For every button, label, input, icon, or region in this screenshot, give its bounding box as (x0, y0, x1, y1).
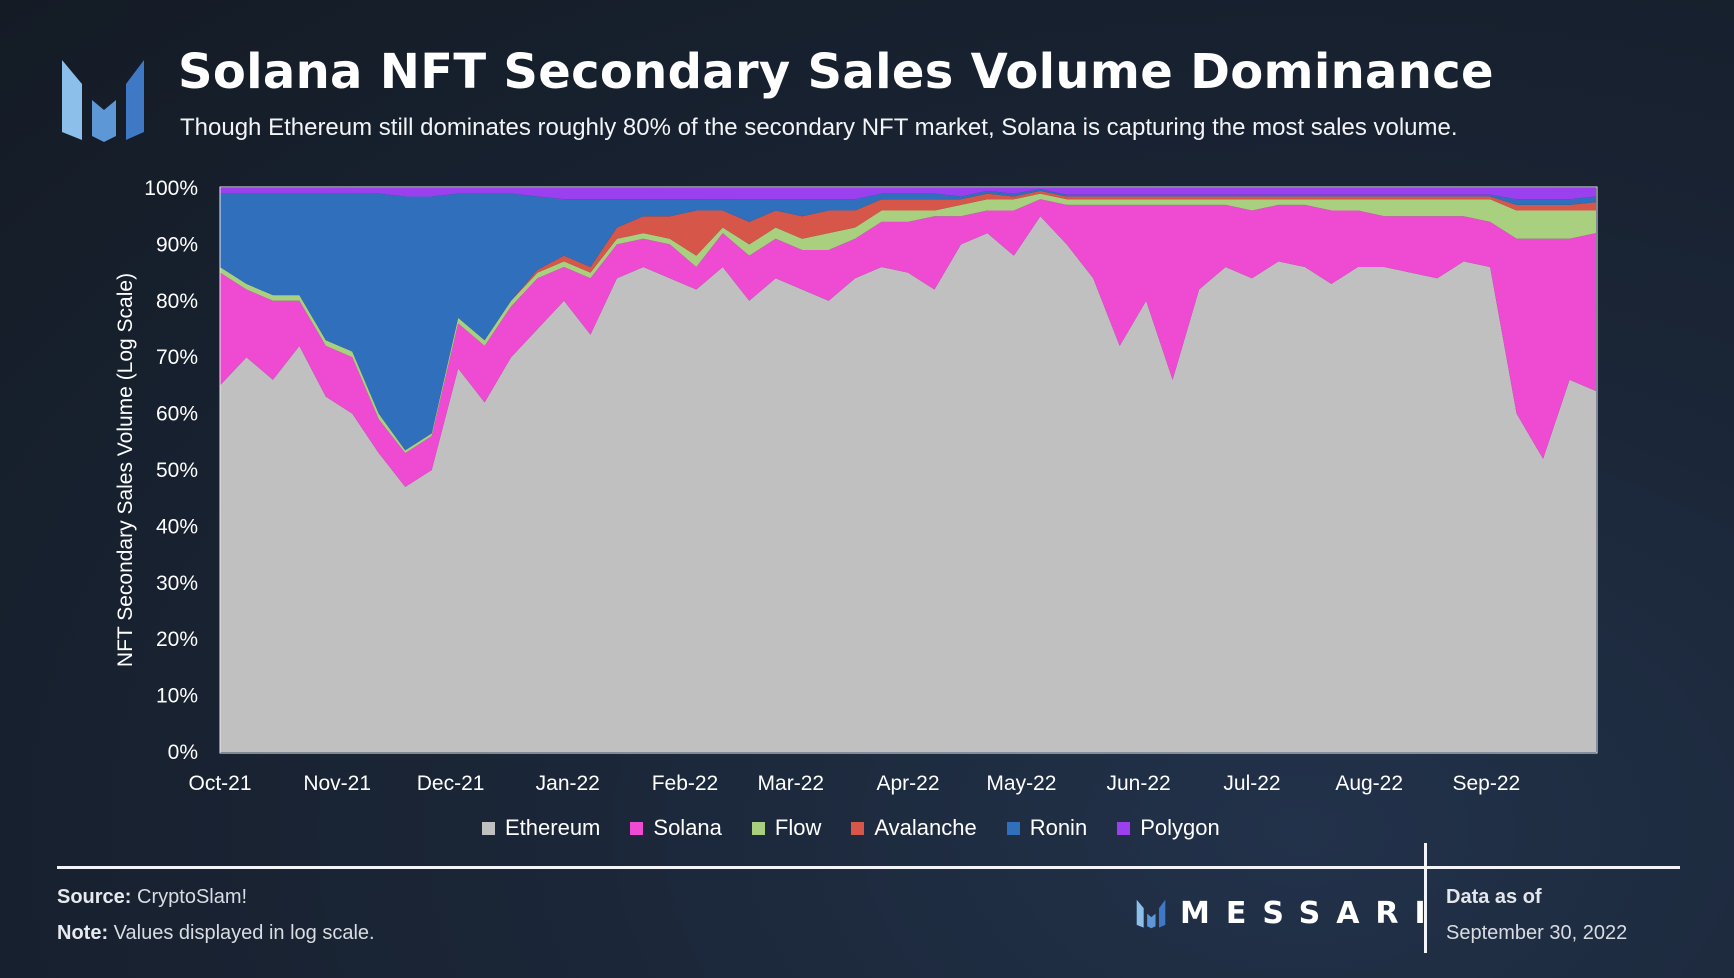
plot-border (219, 186, 1598, 754)
chart-title: Solana NFT Secondary Sales Volume Domina… (178, 44, 1494, 100)
chart-legend: Ethereum Solana Flow Avalanche Ronin Polygon (482, 815, 1220, 841)
legend-swatch (751, 821, 765, 835)
legend-item-solana: Solana (630, 815, 722, 841)
x-axis-ticks: Oct-21 Nov-21 Dec-21 Jan-22 Feb-22 Mar-22 Apr-… (188, 772, 1520, 795)
x-tick-label: Mar-22 (758, 772, 825, 795)
y-tick-label: 10% (156, 685, 198, 708)
legend-item-ronin: Ronin (1006, 815, 1088, 841)
y-tick-label: 70% (156, 346, 198, 369)
x-tick-label: Aug-22 (1335, 772, 1403, 795)
x-tick-label: Jun-22 (1106, 772, 1170, 795)
x-tick-label: Feb-22 (652, 772, 719, 795)
x-tick-label: Dec-21 (417, 772, 485, 795)
legend-label: Polygon (1140, 815, 1220, 840)
source-line: Source: CryptoSlam! (57, 886, 247, 909)
y-tick-label: 100% (144, 177, 198, 200)
note-label: Note: (57, 922, 109, 944)
data-as-of-label: Data as of (1446, 886, 1542, 908)
source-label: Source: (57, 886, 132, 908)
data-as-of-date: September 30, 2022 (1446, 922, 1628, 944)
x-tick-label: May-22 (986, 772, 1056, 795)
y-tick-label: 40% (156, 515, 198, 538)
note-value: Values displayed in log scale. (113, 922, 375, 944)
y-tick-label: 0% (168, 741, 198, 764)
legend-label: Flow (774, 815, 822, 840)
legend-label: Avalanche (874, 815, 977, 840)
note-line: Note: Values displayed in log scale. (57, 922, 375, 945)
y-tick-label: 80% (156, 290, 198, 313)
brand-wordmark: MESSARI (1180, 896, 1442, 931)
area-solana (220, 199, 1596, 487)
stacked-area-chart: 0% 10% 20% 30% 40% 50% 60% 70% 80% 90% 100% Oct-21… (114, 177, 1598, 795)
y-tick-label: 50% (156, 459, 198, 482)
x-tick-label: Apr-22 (876, 772, 939, 795)
y-axis-label: NFT Secondary Sales Volume (Log Scale) (114, 273, 137, 667)
y-tick-label: 90% (156, 233, 198, 256)
y-tick-label: 60% (156, 403, 198, 426)
y-tick-label: 20% (156, 628, 198, 651)
footer-divider (57, 866, 1680, 869)
legend-label: Ronin (1029, 815, 1088, 840)
legend-swatch (851, 821, 865, 835)
messari-brand: MESSARI (1136, 896, 1442, 931)
messari-brand-icon (1136, 899, 1166, 928)
legend-swatch (1117, 821, 1131, 835)
chart-subtitle: Though Ethereum still dominates roughly … (180, 114, 1458, 141)
x-tick-label: Sep-22 (1453, 772, 1521, 795)
y-axis-ticks: 0% 10% 20% 30% 40% 50% 60% 70% 80% 90% 100% (144, 177, 198, 764)
legend-swatch (482, 821, 495, 835)
x-tick-label: Nov-21 (303, 772, 371, 795)
legend-label: Solana (653, 815, 722, 840)
legend-swatch (1006, 821, 1020, 835)
legend-swatch (630, 821, 644, 835)
area-polygon (220, 188, 1596, 200)
area-ronin (220, 189, 1596, 451)
area-avalanche (220, 190, 1596, 451)
y-tick-label: 30% (156, 572, 198, 595)
legend-item-avalanche: Avalanche (851, 815, 977, 841)
series-areas (220, 188, 1596, 752)
source-value: CryptoSlam! (137, 886, 248, 908)
x-tick-label: Oct-21 (188, 772, 251, 795)
footer-vertical-divider (1424, 843, 1427, 953)
x-tick-label: Jan-22 (536, 772, 600, 795)
messari-logo-icon (62, 60, 144, 142)
legend-item-flow: Flow (751, 815, 822, 841)
legend-label: Ethereum (505, 815, 601, 840)
x-tick-label: Jul-22 (1223, 772, 1280, 795)
legend-item-polygon: Polygon (1117, 815, 1220, 841)
legend-item-ethereum: Ethereum (482, 815, 600, 841)
area-ethereum (220, 216, 1596, 752)
